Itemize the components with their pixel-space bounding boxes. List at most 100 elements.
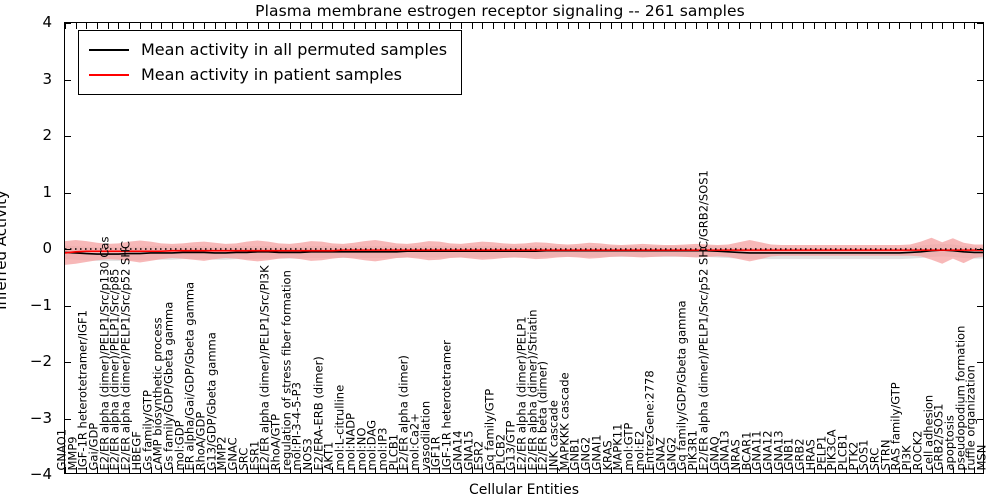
x-tick-mark — [792, 467, 794, 473]
y-tick-mark — [977, 362, 983, 363]
x-tick-mark — [749, 467, 751, 473]
x-tick-mark — [311, 467, 313, 473]
legend-item-permuted: Mean activity in all permuted samples — [89, 37, 447, 62]
x-tick-mark — [353, 467, 355, 473]
x-tick-mark — [482, 467, 484, 473]
x-tick-mark — [503, 23, 505, 29]
x-tick-mark — [353, 23, 355, 29]
x-tick-mark — [525, 23, 526, 29]
x-tick-mark — [257, 467, 259, 473]
x-tick-mark — [856, 23, 858, 29]
x-tick-mark — [760, 23, 762, 29]
x-tick-mark — [578, 467, 580, 473]
x-tick-mark — [653, 23, 655, 29]
x-tick-mark — [161, 467, 163, 473]
x-tick-mark — [204, 23, 206, 29]
x-tick-mark — [920, 23, 922, 29]
x-tick-mark — [471, 467, 473, 473]
x-tick-mark — [204, 467, 206, 473]
x-tick-mark — [225, 23, 227, 29]
y-tick-mark — [977, 249, 983, 250]
x-tick-mark — [129, 23, 131, 29]
x-tick-mark — [278, 467, 280, 473]
x-tick-mark — [129, 467, 131, 473]
x-tick-mark — [525, 467, 526, 473]
x-tick-mark — [139, 467, 141, 473]
x-tick-mark — [289, 23, 291, 29]
series-line — [65, 249, 983, 254]
x-tick-mark — [738, 23, 740, 29]
x-tick-mark — [920, 467, 922, 473]
x-tick-mark — [878, 467, 880, 473]
x-tick-mark — [546, 23, 548, 29]
x-tick-mark — [492, 467, 494, 473]
series-line — [65, 249, 983, 255]
x-tick-mark — [899, 467, 901, 473]
x-tick-mark — [557, 467, 559, 473]
x-tick-mark — [738, 467, 740, 473]
x-tick-mark — [760, 467, 762, 473]
x-tick-mark — [567, 23, 569, 29]
x-tick-mark — [407, 23, 409, 29]
plot-area — [65, 237, 983, 265]
x-tick-mark — [460, 23, 462, 29]
x-tick-mark — [214, 467, 216, 473]
x-tick-mark — [321, 23, 323, 29]
y-tick-label: 0 — [42, 239, 52, 257]
x-tick-mark — [428, 467, 430, 473]
x-tick-mark — [535, 23, 537, 29]
x-tick-mark — [171, 467, 173, 473]
x-tick-mark — [97, 467, 99, 473]
x-tick-mark — [396, 467, 398, 473]
plot-axes-frame — [64, 22, 984, 474]
y-tick-mark — [65, 23, 71, 24]
y-tick-label: −4 — [29, 465, 52, 483]
x-tick-mark — [193, 23, 195, 29]
x-tick-mark — [182, 23, 184, 29]
y-tick-mark — [977, 136, 983, 137]
x-tick-mark — [878, 23, 880, 29]
x-tick-mark — [824, 467, 826, 473]
x-tick-mark — [439, 467, 441, 473]
x-tick-mark — [931, 467, 933, 473]
legend-swatch-permuted — [89, 48, 129, 51]
y-tick-label: −3 — [29, 408, 52, 427]
y-tick-mark — [65, 192, 71, 194]
x-tick-mark — [492, 23, 494, 29]
x-tick-mark — [631, 467, 633, 473]
x-tick-mark — [771, 467, 773, 473]
x-tick-mark — [771, 23, 773, 29]
x-tick-mark — [86, 467, 88, 473]
x-tick-mark — [65, 23, 66, 29]
y-tick-mark — [977, 79, 983, 81]
x-tick-mark — [450, 23, 452, 29]
x-tick-mark — [268, 467, 270, 473]
x-tick-mark — [407, 467, 409, 473]
x-tick-mark — [621, 467, 623, 473]
x-tick-mark — [246, 23, 248, 29]
x-tick-mark — [888, 23, 890, 29]
y-tick-mark — [65, 418, 71, 420]
x-tick-mark — [578, 23, 580, 29]
y-tick-mark — [977, 305, 983, 307]
x-tick-mark — [236, 23, 238, 29]
x-tick-mark — [728, 23, 730, 29]
y-tick-mark — [977, 192, 983, 194]
x-tick-mark — [86, 23, 88, 29]
x-tick-mark — [225, 467, 227, 473]
x-tick-mark — [182, 467, 184, 473]
x-tick-mark — [813, 467, 815, 473]
x-tick-mark — [835, 23, 837, 29]
x-tick-mark — [910, 467, 912, 473]
x-tick-mark — [418, 23, 420, 29]
x-tick-mark — [867, 23, 869, 29]
x-tick-mark — [514, 23, 516, 29]
y-tick-mark — [977, 418, 983, 420]
x-tick-mark — [599, 23, 601, 29]
x-tick-mark — [107, 467, 109, 473]
x-tick-mark — [278, 23, 280, 29]
y-tick-label: −1 — [29, 295, 52, 314]
x-tick-mark — [888, 467, 890, 473]
x-tick-mark — [65, 467, 66, 473]
y-tick-mark — [65, 305, 71, 307]
